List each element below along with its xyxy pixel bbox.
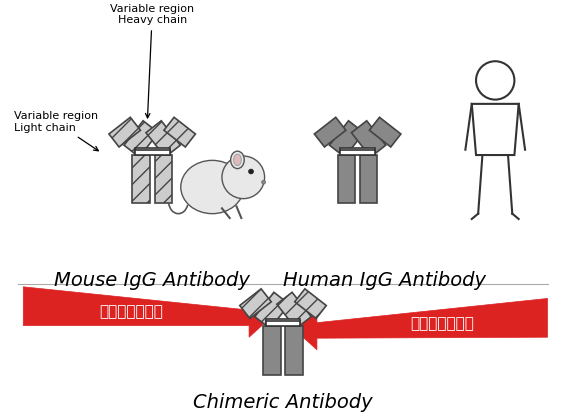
Text: Variable region
Light chain: Variable region Light chain (14, 111, 98, 151)
Bar (370, 117, 401, 147)
Bar (255, 292, 289, 329)
Bar (329, 121, 364, 157)
Circle shape (248, 169, 254, 174)
Bar (340, 150, 375, 155)
Bar (265, 319, 301, 324)
Circle shape (261, 180, 265, 184)
Bar (135, 150, 170, 155)
Text: 鼠源抗体可变区: 鼠源抗体可变区 (100, 305, 163, 319)
Bar (314, 117, 346, 147)
Bar (155, 155, 172, 203)
Bar (132, 155, 150, 203)
Text: Human IgG Antibody: Human IgG Antibody (283, 271, 486, 290)
Bar (277, 292, 311, 329)
Ellipse shape (181, 160, 244, 214)
Bar (295, 289, 326, 319)
Text: Mouse IgG Antibody: Mouse IgG Antibody (54, 271, 250, 290)
Text: 人源抗体恒定区: 人源抗体恒定区 (410, 317, 474, 332)
Bar (338, 155, 355, 203)
Bar (360, 155, 378, 203)
Bar (164, 117, 195, 147)
Text: Chimeric Antibody: Chimeric Antibody (193, 394, 373, 412)
Bar (265, 321, 301, 326)
Bar (285, 326, 303, 374)
Polygon shape (23, 287, 271, 337)
Polygon shape (295, 298, 547, 350)
Bar (124, 121, 158, 157)
Bar (240, 289, 271, 319)
Bar (109, 117, 140, 147)
Bar (135, 148, 170, 153)
Bar (340, 148, 375, 153)
Circle shape (222, 156, 264, 199)
Text: Variable region
Heavy chain: Variable region Heavy chain (110, 4, 194, 118)
Bar (351, 121, 386, 157)
Bar (146, 121, 181, 157)
Bar (263, 326, 281, 374)
Ellipse shape (231, 151, 245, 168)
Ellipse shape (234, 154, 241, 166)
